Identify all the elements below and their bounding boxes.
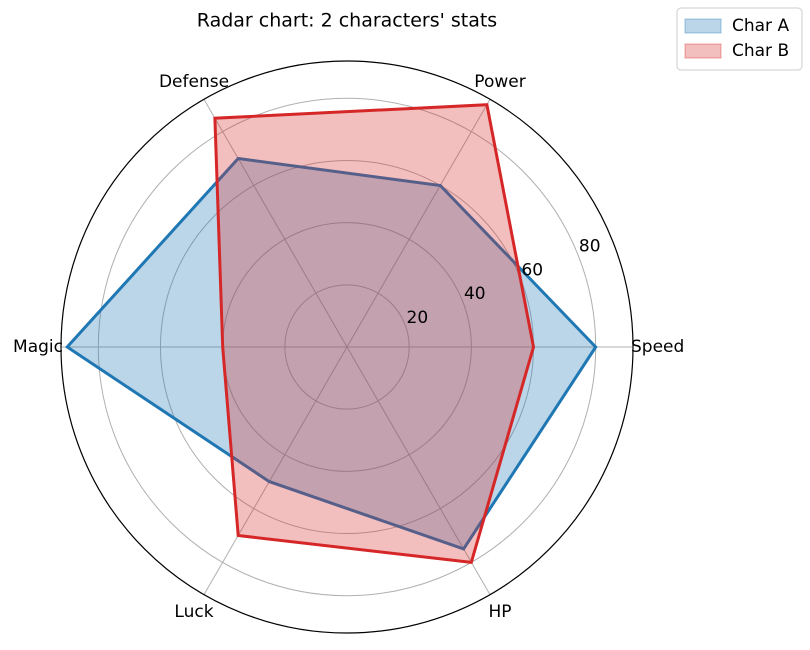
series-area xyxy=(67,158,596,549)
legend-label: Char B xyxy=(732,41,789,61)
chart-title: Radar chart: 2 characters' stats xyxy=(197,10,497,32)
spoke xyxy=(203,99,348,348)
category-label: Magic xyxy=(13,337,63,357)
spoke xyxy=(346,99,491,348)
r-tick-label: 40 xyxy=(464,284,486,304)
spoke xyxy=(346,346,491,595)
outer-frame xyxy=(60,60,634,634)
r-tick-label: 20 xyxy=(407,308,429,328)
category-label: Power xyxy=(474,72,525,92)
r-tick-label: 60 xyxy=(521,260,543,280)
series-line xyxy=(64,156,598,551)
category-label: Luck xyxy=(174,602,213,622)
legend-frame xyxy=(676,7,803,71)
legend-swatch xyxy=(684,18,722,34)
r-tick-label: 80 xyxy=(579,236,601,256)
legend-swatch xyxy=(684,43,722,59)
category-label: Speed xyxy=(631,337,684,357)
category-label: HP xyxy=(488,602,511,622)
category-label: Defense xyxy=(159,72,229,92)
legend: Char A Char B xyxy=(676,7,803,71)
series-line xyxy=(213,103,536,565)
legend-label: Char A xyxy=(732,16,789,36)
series-area xyxy=(214,104,534,563)
spoke xyxy=(203,346,348,595)
